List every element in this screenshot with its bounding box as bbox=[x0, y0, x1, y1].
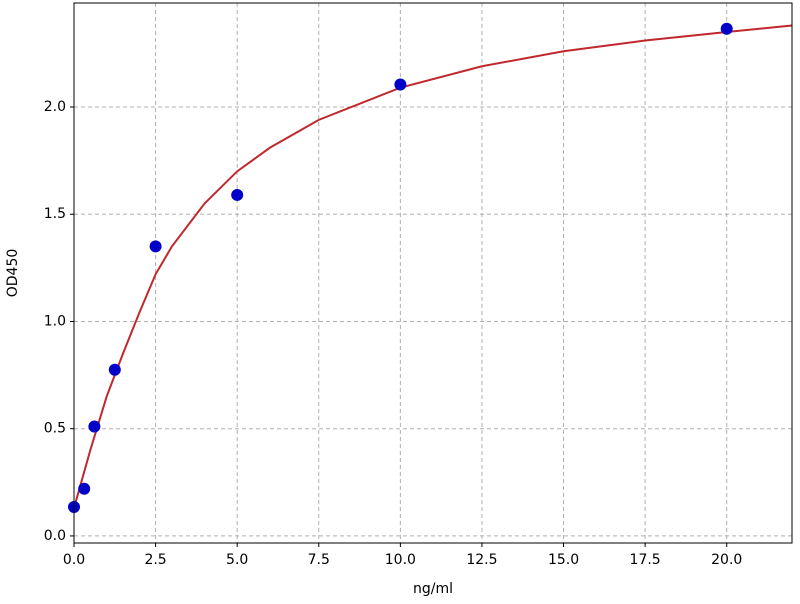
x-tick-label: 10.0 bbox=[385, 552, 416, 568]
y-tick-label: 1.5 bbox=[44, 206, 66, 222]
data-point bbox=[720, 22, 733, 35]
y-axis-label: OD450 bbox=[5, 249, 21, 298]
x-tick-label: 0.0 bbox=[63, 552, 85, 568]
data-point bbox=[149, 240, 162, 253]
y-tick-label: 0.0 bbox=[44, 528, 66, 544]
plot-area bbox=[74, 3, 792, 543]
data-point bbox=[108, 363, 121, 376]
y-tick-label: 1.0 bbox=[44, 313, 66, 329]
data-point bbox=[394, 78, 407, 91]
plot-frame bbox=[73, 2, 793, 544]
x-tick-label: 12.5 bbox=[466, 552, 497, 568]
x-tick-label: 15.0 bbox=[548, 552, 579, 568]
data-point bbox=[231, 188, 244, 201]
data-point bbox=[78, 482, 91, 495]
y-tick-label: 2.0 bbox=[44, 99, 66, 115]
x-tick-label: 7.5 bbox=[308, 552, 330, 568]
x-tick-label: 17.5 bbox=[630, 552, 661, 568]
x-axis-label: ng/ml bbox=[413, 581, 453, 597]
x-tick-label: 20.0 bbox=[711, 552, 742, 568]
x-tick-label: 2.5 bbox=[144, 552, 166, 568]
x-tick-label: 5.0 bbox=[226, 552, 248, 568]
y-tick-label: 0.5 bbox=[44, 421, 66, 437]
data-point bbox=[88, 420, 101, 433]
